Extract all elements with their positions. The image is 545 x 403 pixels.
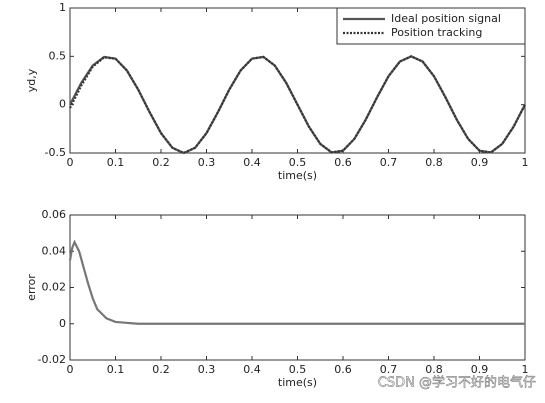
x-tick-label: 0.5 bbox=[289, 156, 307, 169]
y-tick-label: 0.04 bbox=[42, 244, 67, 257]
legend-box bbox=[336, 7, 526, 45]
y-tick-label: -0.5 bbox=[45, 146, 66, 159]
y-axis-label: error bbox=[25, 274, 38, 301]
y-tick-label: -0.02 bbox=[38, 353, 66, 366]
x-tick-label: 0.5 bbox=[289, 363, 307, 376]
y-tick-label: 0.5 bbox=[49, 49, 67, 62]
y-axis-label: yd,y bbox=[25, 68, 38, 92]
x-tick-label: 0 bbox=[67, 363, 74, 376]
legend-label: Position tracking bbox=[391, 26, 482, 39]
axes-frame bbox=[69, 214, 526, 361]
x-tick-label: 0.9 bbox=[471, 156, 489, 169]
x-axis-label: time(s) bbox=[278, 169, 317, 182]
watermark: CSDN @学习不好的电气仔 bbox=[378, 375, 536, 391]
x-tick-label: 0.6 bbox=[334, 363, 352, 376]
x-tick-label: 0.6 bbox=[334, 156, 352, 169]
y-tick-label: 1 bbox=[59, 1, 66, 14]
x-tick-label: 0.8 bbox=[425, 156, 443, 169]
x-tick-label: 0.7 bbox=[380, 363, 398, 376]
x-tick-label: 0.3 bbox=[198, 156, 216, 169]
x-tick-label: 0.4 bbox=[243, 363, 261, 376]
data-line bbox=[69, 55, 526, 155]
x-tick-label: 0.2 bbox=[152, 156, 170, 169]
x-tick-label: 0.1 bbox=[107, 156, 125, 169]
x-tick-label: 1 bbox=[522, 363, 529, 376]
x-tick-label: 0.1 bbox=[107, 363, 125, 376]
x-tick-label: 0.8 bbox=[425, 363, 443, 376]
x-tick-label: 0 bbox=[67, 156, 74, 169]
x-tick-label: 0.9 bbox=[471, 363, 489, 376]
y-tick-label: 0 bbox=[59, 98, 66, 111]
x-tick-label: 0.2 bbox=[152, 363, 170, 376]
y-tick-label: 0.06 bbox=[42, 208, 67, 221]
legend-label: Ideal position signal bbox=[391, 12, 501, 25]
y-tick-label: 0.02 bbox=[42, 281, 67, 294]
x-tick-label: 1 bbox=[522, 156, 529, 169]
data-line bbox=[68, 239, 525, 325]
x-tick-label: 0.7 bbox=[380, 156, 398, 169]
x-tick-label: 0.4 bbox=[243, 156, 261, 169]
x-tick-label: 0.3 bbox=[198, 363, 216, 376]
y-tick-label: 0 bbox=[59, 317, 66, 330]
x-axis-label: time(s) bbox=[278, 376, 317, 389]
